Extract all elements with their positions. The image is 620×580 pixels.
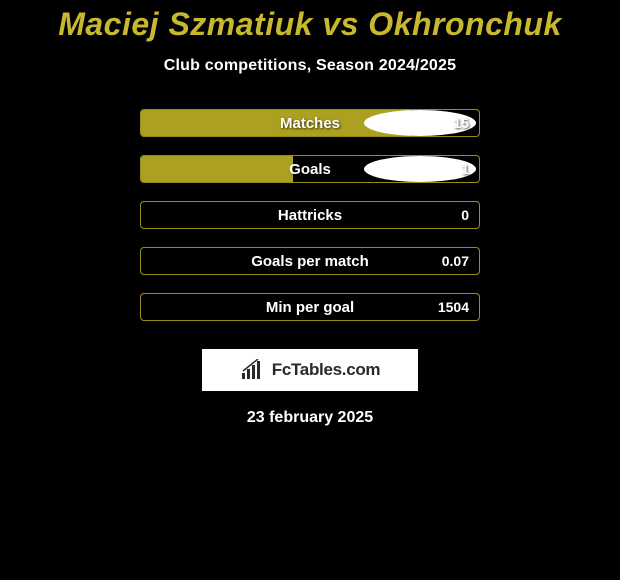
stat-bar: Min per goal 1504 [140, 293, 480, 321]
page-title: Maciej Szmatiuk vs Okhronchuk [58, 6, 562, 43]
bar-chart-icon [240, 359, 268, 381]
logo-box[interactable]: FcTables.com [202, 349, 418, 391]
stat-row: Goals 1 [140, 155, 480, 183]
subtitle: Club competitions, Season 2024/2025 [164, 57, 456, 75]
stat-fill [141, 156, 293, 182]
stat-label: Matches [280, 115, 340, 132]
stat-row: Min per goal 1504 [140, 293, 480, 321]
stat-value: 1504 [438, 299, 469, 315]
stat-label: Hattricks [278, 207, 342, 224]
stat-label: Min per goal [266, 299, 354, 316]
logo-inner: FcTables.com [240, 359, 381, 381]
stat-row: Hattricks 0 [140, 201, 480, 229]
comparison-card: Maciej Szmatiuk vs Okhronchuk Club compe… [0, 0, 620, 427]
stat-value: 0.07 [442, 253, 469, 269]
stat-row: Matches 15 [140, 109, 480, 137]
date-text: 23 february 2025 [247, 409, 373, 427]
stat-label: Goals [289, 161, 331, 178]
stat-value: 1 [461, 161, 469, 177]
logo-text: FcTables.com [272, 360, 381, 380]
stat-bar: Goals per match 0.07 [140, 247, 480, 275]
stat-bar: Hattricks 0 [140, 201, 480, 229]
stat-row: Goals per match 0.07 [140, 247, 480, 275]
stat-label: Goals per match [251, 253, 369, 270]
stat-value: 15 [453, 115, 469, 131]
player-ellipse-right [364, 156, 476, 182]
stats-container: Matches 15 Goals 1 Hattricks 0 Goals per match… [140, 109, 480, 339]
stat-value: 0 [461, 207, 469, 223]
